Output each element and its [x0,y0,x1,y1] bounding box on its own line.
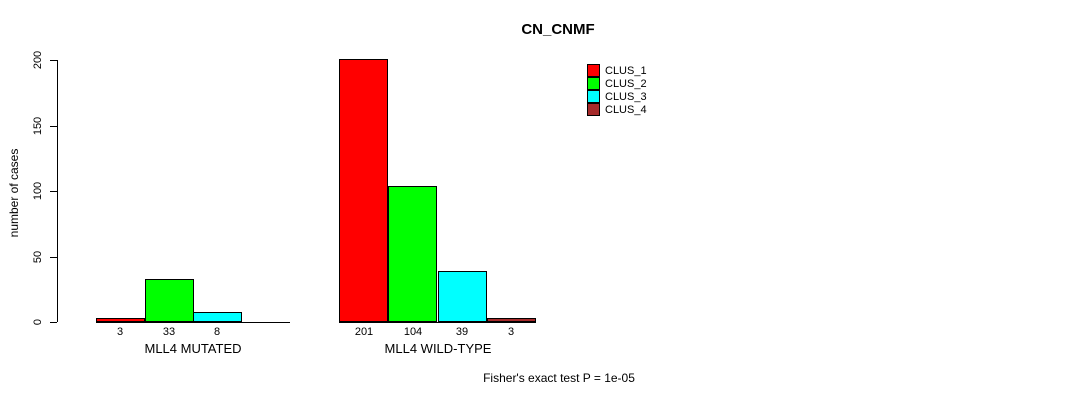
legend-swatch-clus_2 [587,77,600,90]
bar-value-label: 104 [403,326,423,338]
legend-item-label: CLUS_1 [605,64,647,77]
legend-swatch-clus_1 [587,64,600,77]
group-baseline [96,322,290,323]
y-axis-tick [50,257,57,258]
legend: CLUS_1 CLUS_2 CLUS_3 CLUS_4 [587,64,647,116]
group-label: MLL4 MUTATED [144,341,242,356]
footnote-text: Fisher's exact test P = 1e-05 [483,371,635,385]
bar-clus_1 [96,318,145,322]
legend-swatch-clus_4 [587,103,600,116]
bar-value-label: 201 [354,326,374,338]
bar-clus_2 [145,279,194,322]
y-axis-tick [50,191,57,192]
legend-item-label: CLUS_2 [605,77,647,90]
y-axis-tick-label: 0 [32,318,44,326]
y-axis-tick-label: 100 [32,181,44,201]
y-axis-tick [50,322,57,323]
bar-value-label: 39 [455,326,469,338]
chart-title: CN_CNMF [521,21,595,38]
y-axis-tick [50,126,57,127]
bar-value-label: 3 [507,326,515,338]
group-label: MLL4 WILD-TYPE [384,341,492,356]
y-axis-tick-label: 150 [32,116,44,136]
bar-clus_3 [193,312,242,322]
bar-clus_3 [438,271,487,322]
legend-item: CLUS_1 [587,64,647,77]
bar-clus_2 [388,186,437,322]
bar-clus_4 [487,318,536,322]
legend-item: CLUS_4 [587,103,647,116]
legend-swatch-clus_3 [587,90,600,103]
y-axis-tick [50,60,57,61]
legend-item: CLUS_3 [587,90,647,103]
y-axis-tick-label: 50 [32,250,44,264]
y-axis-tick-label: 200 [32,50,44,70]
y-axis-line [57,60,58,322]
bar-clus_1 [339,59,388,322]
group-baseline [339,322,536,323]
bar-value-label: 3 [116,326,124,338]
legend-item-label: CLUS_3 [605,90,647,103]
bar-value-label: 8 [213,326,221,338]
legend-item: CLUS_2 [587,77,647,90]
legend-item-label: CLUS_4 [605,103,647,116]
bar-value-label: 33 [162,326,176,338]
y-axis-label: number of cases [7,148,21,238]
